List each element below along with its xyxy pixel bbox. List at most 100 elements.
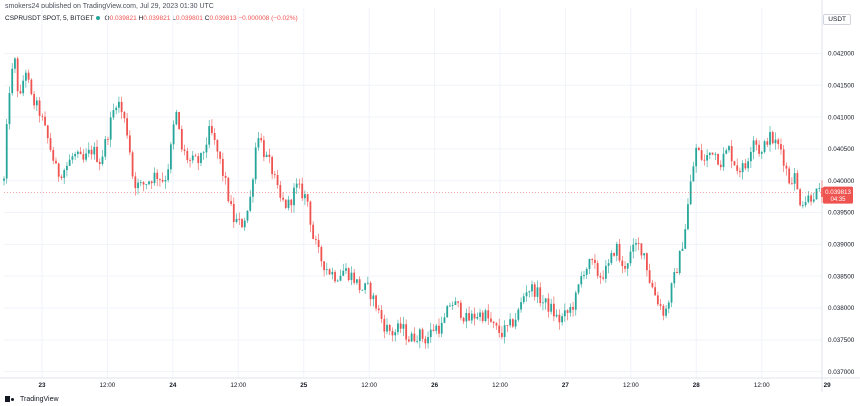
candle-body — [509, 319, 512, 326]
candle-body — [604, 265, 607, 279]
price-tick-label: 0.037500 — [828, 337, 855, 344]
candle-body — [714, 153, 717, 155]
candle-body — [536, 287, 539, 297]
candle-body — [197, 156, 200, 163]
candle-body — [27, 72, 30, 80]
candle-body — [624, 266, 626, 269]
candle-body — [241, 219, 243, 228]
candle-body — [216, 139, 219, 152]
candle-body — [717, 153, 719, 165]
candle-body — [128, 135, 131, 153]
candle-body — [520, 302, 522, 310]
candle-body — [550, 303, 553, 312]
candle-body — [481, 312, 484, 321]
candle-body — [596, 262, 599, 276]
candle-body — [662, 305, 665, 316]
candle-body — [676, 271, 678, 274]
candle-body — [320, 247, 323, 262]
candle-body — [402, 324, 405, 329]
symbol-name[interactable]: CSPRUSDT SPOT, 5, BITGET — [5, 15, 94, 22]
candle-body — [700, 150, 703, 160]
candle-body — [637, 242, 640, 244]
candle-body — [807, 195, 810, 203]
tradingview-logo-icon — [5, 395, 17, 403]
price-tick-label: 0.041500 — [828, 82, 855, 89]
candle-body — [172, 124, 175, 145]
candle-body — [358, 279, 361, 290]
candle-body — [782, 149, 785, 166]
close-label: C — [204, 15, 210, 22]
candle-body — [566, 310, 569, 313]
candle-body — [334, 271, 336, 282]
candle-body — [810, 195, 812, 202]
candle-body — [148, 181, 150, 185]
candle-body — [145, 184, 148, 186]
candle-body — [150, 181, 153, 184]
candle-body — [169, 144, 172, 170]
candle-body — [66, 165, 68, 171]
candle-body — [580, 276, 583, 285]
candle-body — [744, 163, 747, 169]
time-tick-label: 12:00 — [230, 382, 246, 389]
open-value: 0.039821 — [109, 15, 137, 22]
time-tick-label: 12:00 — [492, 382, 508, 389]
candle-body — [202, 152, 205, 154]
candle-body — [276, 175, 279, 186]
candle-body — [180, 129, 183, 150]
candle-body — [139, 182, 142, 183]
candle-body — [473, 313, 476, 319]
candle-body — [542, 302, 544, 304]
candle-body — [465, 313, 468, 322]
candle-body — [722, 153, 725, 168]
time-tick-label: 25 — [300, 382, 308, 389]
candle-body — [230, 201, 232, 204]
candle-body — [599, 275, 602, 278]
candle-body — [68, 159, 71, 166]
candle-body — [265, 154, 268, 158]
candle-body — [282, 197, 284, 200]
candle-body — [656, 295, 659, 305]
candle-body — [769, 132, 771, 145]
price-tick-label: 0.039500 — [828, 210, 855, 217]
candle-body — [440, 322, 443, 334]
candle-body — [563, 310, 566, 317]
candle-body — [323, 261, 325, 271]
candle-body — [41, 115, 44, 117]
candle-body — [651, 282, 654, 288]
candle-body — [347, 268, 350, 281]
candle-body — [76, 151, 79, 155]
candle-body — [533, 284, 536, 297]
candle-body — [665, 308, 667, 316]
candle-body — [388, 324, 391, 331]
last-price-tag — [823, 186, 853, 204]
low-label: L — [172, 15, 176, 22]
candle-body — [558, 314, 561, 323]
candle-body — [290, 199, 293, 206]
candle-body — [632, 244, 635, 252]
candle-body — [14, 58, 16, 69]
candle-body — [747, 161, 750, 169]
candle-body — [531, 284, 533, 292]
candle-body — [451, 305, 454, 306]
candle-body — [134, 176, 137, 189]
candle-body — [8, 93, 11, 125]
candle-body — [552, 303, 555, 317]
candle-body — [689, 181, 692, 205]
candle-body — [673, 271, 676, 284]
candle-body — [766, 141, 769, 145]
price-tick-label: 0.037000 — [828, 369, 855, 376]
candle-body — [298, 183, 301, 185]
candle-body — [418, 329, 421, 341]
candle-body — [681, 248, 684, 251]
candle-body — [610, 253, 613, 264]
candle-body — [63, 170, 66, 178]
candle-body — [479, 312, 481, 317]
candle-body — [654, 287, 657, 296]
candle-body — [131, 152, 134, 177]
candle-body — [11, 68, 14, 94]
currency-button[interactable]: USDT — [823, 14, 851, 25]
candle-body — [421, 329, 424, 339]
candle-body — [410, 333, 413, 342]
candle-body — [232, 203, 235, 222]
